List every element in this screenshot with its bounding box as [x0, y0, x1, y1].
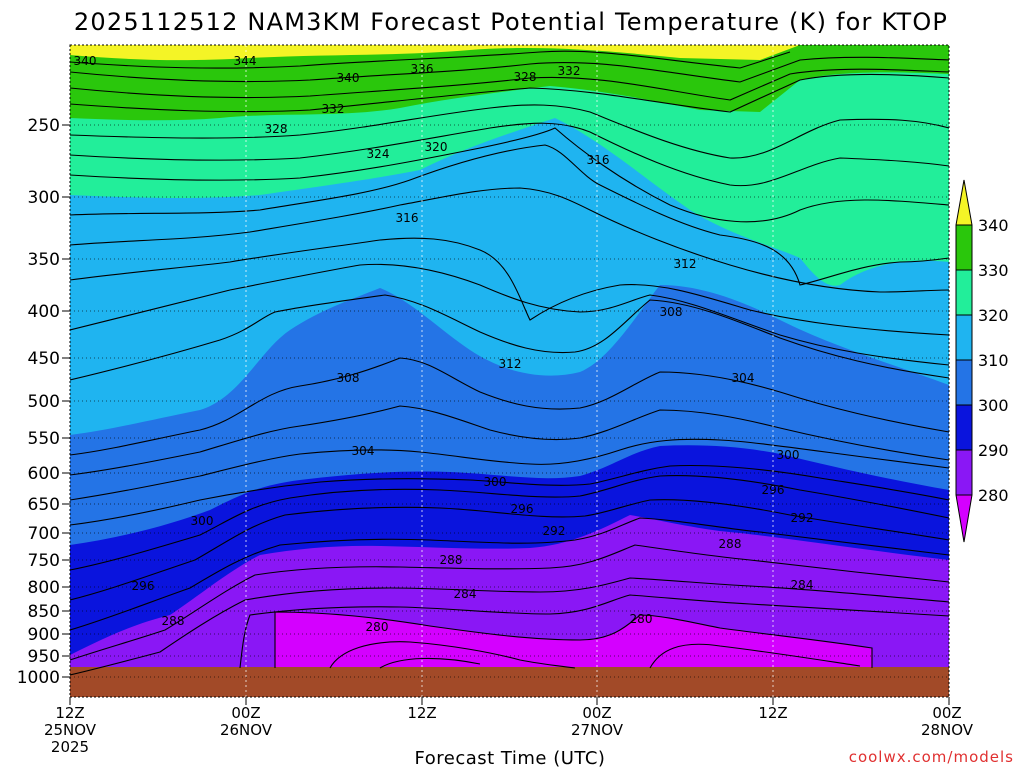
contour-label: 280 [366, 620, 389, 634]
x-tick-label: 12Z [407, 704, 436, 722]
x-tick-label: 12Z [55, 704, 84, 722]
contour-label: 296 [132, 579, 155, 593]
y-axis: 250 300 350 400 450 500 550 600 650 700 … [17, 116, 70, 688]
y-tick-label: 600 [28, 464, 60, 484]
y-tick-label: 750 [28, 551, 60, 571]
contour-labels: 340 344 340 336 328 332 332 328 324 320 … [74, 54, 814, 634]
grid-lines [70, 45, 949, 697]
colorbar-label: 330 [978, 261, 1009, 280]
y-tick-label: 250 [28, 116, 60, 136]
contour-label: 336 [411, 62, 434, 76]
x-axis: 12Z 25NOV 2025 00Z 26NOV 12Z 00Z 27NOV 1… [44, 697, 974, 756]
contour-label: 284 [791, 578, 814, 592]
contour-lines [70, 50, 949, 676]
contour-label: 344 [234, 54, 257, 68]
contour-label: 300 [777, 448, 800, 462]
y-tick-label: 650 [28, 495, 60, 515]
x-tick-date: 25NOV [44, 721, 97, 739]
contour-label: 340 [74, 54, 97, 68]
x-axis-title: Forecast Time (UTC) [415, 748, 606, 768]
colorbar-band-320 [956, 315, 972, 360]
colorbar-label: 310 [978, 351, 1009, 370]
contour-label: 308 [337, 371, 360, 385]
contour-label: 296 [762, 483, 785, 497]
contour-label: 312 [674, 257, 697, 271]
colorbar-top-arrow [956, 180, 972, 225]
colorbar-label: 340 [978, 216, 1009, 235]
contour-label: 280 [630, 612, 653, 626]
contour-label: 292 [791, 511, 814, 525]
y-tick-label: 800 [28, 578, 60, 598]
contour-label: 324 [367, 147, 390, 161]
x-tick-label: 12Z [758, 704, 787, 722]
x-tick-date: 26NOV [220, 721, 273, 739]
contour-label: 288 [440, 553, 463, 567]
plot-frame [69, 44, 950, 698]
contour-label: 288 [162, 614, 185, 628]
x-tick-date: 28NOV [921, 721, 974, 739]
x-tick-label: 00Z [582, 704, 611, 722]
y-tick-label: 450 [28, 349, 60, 369]
plot-area: 340 344 340 336 328 332 332 328 324 320 … [70, 45, 949, 697]
y-tick-label: 400 [28, 302, 60, 322]
contour-label: 284 [454, 587, 477, 601]
contour-label: 332 [322, 102, 345, 116]
credit-text: coolwx.com/models [849, 748, 1014, 766]
contour-label: 316 [396, 211, 419, 225]
ground-below-surface [70, 667, 949, 697]
y-tick-label: 900 [28, 625, 60, 645]
y-tick-label: 850 [28, 602, 60, 622]
contour-label: 292 [543, 524, 566, 538]
colorbar: 340 330 320 310 300 290 280 [955, 179, 1009, 543]
contour-label: 328 [265, 122, 288, 136]
contour-label: 332 [558, 64, 581, 78]
y-tick-label: 300 [28, 188, 60, 208]
contour-label: 320 [425, 140, 448, 154]
chart-title: 2025112512 NAM3KM Forecast Potential Tem… [74, 8, 948, 36]
contour-label: 304 [732, 371, 755, 385]
contour-label: 288 [719, 537, 742, 551]
contour-label: 300 [484, 475, 507, 489]
contour-label: 308 [660, 305, 683, 319]
x-tick-date: 27NOV [571, 721, 624, 739]
y-tick-label: 700 [28, 524, 60, 544]
contour-label: 340 [337, 71, 360, 85]
contour-label: 316 [587, 153, 610, 167]
colorbar-label: 320 [978, 306, 1009, 325]
colorbar-band-300 [956, 405, 972, 450]
colorbar-band-290 [956, 450, 972, 495]
contour-label: 300 [191, 514, 214, 528]
y-tick-label: 1000 [17, 668, 60, 688]
x-tick-year: 2025 [51, 738, 89, 756]
colorbar-label: 300 [978, 396, 1009, 415]
y-tick-label: 550 [28, 429, 60, 449]
colorbar-band-340 [956, 225, 972, 270]
contour-label: 296 [511, 502, 534, 516]
contour-label: 304 [352, 444, 375, 458]
x-tick-label: 00Z [231, 704, 260, 722]
colorbar-bottom-arrow [956, 495, 972, 542]
colorbar-label: 280 [978, 486, 1009, 505]
y-tick-label: 350 [28, 250, 60, 270]
colorbar-band-330 [956, 270, 972, 315]
x-tick-label: 00Z [932, 704, 961, 722]
y-tick-label: 950 [28, 647, 60, 667]
y-tick-label: 500 [28, 392, 60, 412]
contour-label: 312 [499, 357, 522, 371]
colorbar-band-310 [956, 360, 972, 405]
contour-label: 328 [514, 70, 537, 84]
colorbar-label: 290 [978, 441, 1009, 460]
